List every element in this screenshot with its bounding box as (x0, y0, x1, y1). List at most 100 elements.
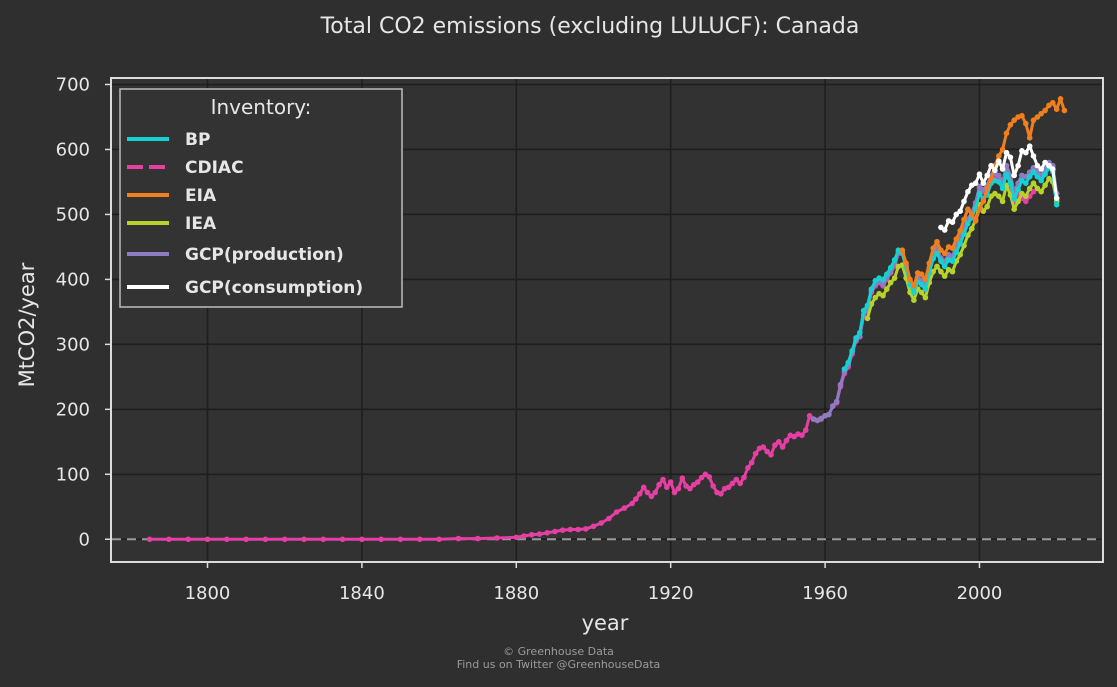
data-point (1057, 96, 1064, 102)
data-point (567, 526, 574, 533)
data-point (671, 489, 678, 496)
x-tick-label: 1880 (493, 583, 539, 604)
data-point (621, 505, 628, 511)
data-point (629, 500, 635, 507)
data-point (918, 289, 925, 296)
data-point (687, 485, 693, 492)
y-tick-label: 200 (56, 399, 90, 420)
data-point (737, 480, 743, 487)
legend-box (119, 88, 403, 308)
data-point (938, 258, 944, 265)
data-point (768, 452, 774, 458)
data-point (976, 183, 983, 190)
data-point (907, 276, 913, 283)
data-point (918, 281, 925, 288)
data-point (857, 329, 863, 336)
data-point (837, 381, 844, 388)
data-point (934, 250, 940, 257)
data-point (166, 536, 172, 543)
data-point (1038, 110, 1044, 117)
data-point (1026, 173, 1033, 180)
data-point (575, 526, 581, 533)
data-point (996, 158, 1002, 164)
data-point (748, 459, 755, 466)
data-point (996, 172, 1002, 179)
data-point (1034, 162, 1041, 169)
data-point (1003, 171, 1010, 177)
data-point (891, 275, 898, 281)
chart-title: Total CO2 emissions (excluding LULUCF): … (320, 14, 860, 39)
data-point (976, 206, 983, 212)
footer-copyright: © Greenhouse Data (503, 645, 614, 658)
data-point (664, 484, 670, 491)
data-point (1015, 162, 1021, 169)
data-point (803, 427, 809, 433)
data-point (941, 263, 948, 270)
data-point (455, 535, 462, 542)
legend-label: GCP(production) (185, 245, 344, 265)
data-point (1050, 99, 1056, 106)
data-point (598, 520, 604, 526)
data-point (880, 281, 886, 288)
data-point (830, 403, 836, 409)
data-point (988, 175, 994, 182)
data-point (281, 536, 288, 543)
data-point (899, 247, 906, 253)
data-point (752, 450, 759, 457)
legend-label: BP (185, 130, 210, 150)
data-point (521, 533, 527, 539)
legend-label: CDIAC (185, 158, 244, 178)
data-point (718, 491, 724, 497)
data-point (891, 257, 898, 263)
data-point (706, 474, 713, 480)
data-point (640, 484, 647, 491)
data-point (949, 245, 956, 251)
data-point (918, 271, 925, 278)
data-point (976, 171, 983, 177)
series-IEA (864, 175, 1060, 322)
data-point (544, 530, 550, 536)
data-point (648, 493, 655, 500)
data-point (1007, 154, 1014, 161)
data-point (633, 496, 639, 502)
data-point (934, 263, 940, 270)
y-tick-label: 300 (56, 334, 90, 355)
data-point (694, 479, 701, 485)
x-tick-label: 1920 (648, 583, 694, 604)
data-point (606, 515, 612, 522)
data-point (1038, 177, 1044, 184)
data-point (953, 249, 960, 255)
series-GCP(consumption) (938, 143, 1060, 233)
data-point (1046, 175, 1052, 182)
data-point (884, 286, 890, 292)
data-point (988, 162, 994, 169)
data-point (972, 218, 979, 224)
data-point (996, 179, 1002, 185)
data-point (833, 398, 840, 405)
data-point (969, 225, 975, 232)
data-point (536, 531, 543, 537)
x-tick-label: 2000 (957, 583, 1003, 604)
data-point (999, 146, 1006, 153)
data-point (1011, 117, 1017, 123)
series-EIA (899, 96, 1068, 289)
data-point (957, 240, 963, 247)
data-point (864, 302, 871, 309)
data-point (984, 185, 990, 192)
data-point (868, 286, 875, 292)
data-point (745, 465, 751, 471)
data-point (710, 483, 716, 489)
data-point (613, 509, 620, 515)
data-point (806, 413, 813, 419)
data-point (953, 236, 960, 242)
data-point (1026, 193, 1033, 199)
y-tick-label: 700 (56, 74, 90, 95)
data-point (675, 485, 682, 492)
x-tick-label: 1800 (185, 583, 231, 604)
data-point (996, 193, 1002, 199)
data-point (957, 208, 963, 214)
data-point (1038, 166, 1044, 172)
data-point (1026, 185, 1033, 192)
data-point (378, 536, 385, 543)
data-point (1026, 135, 1033, 141)
